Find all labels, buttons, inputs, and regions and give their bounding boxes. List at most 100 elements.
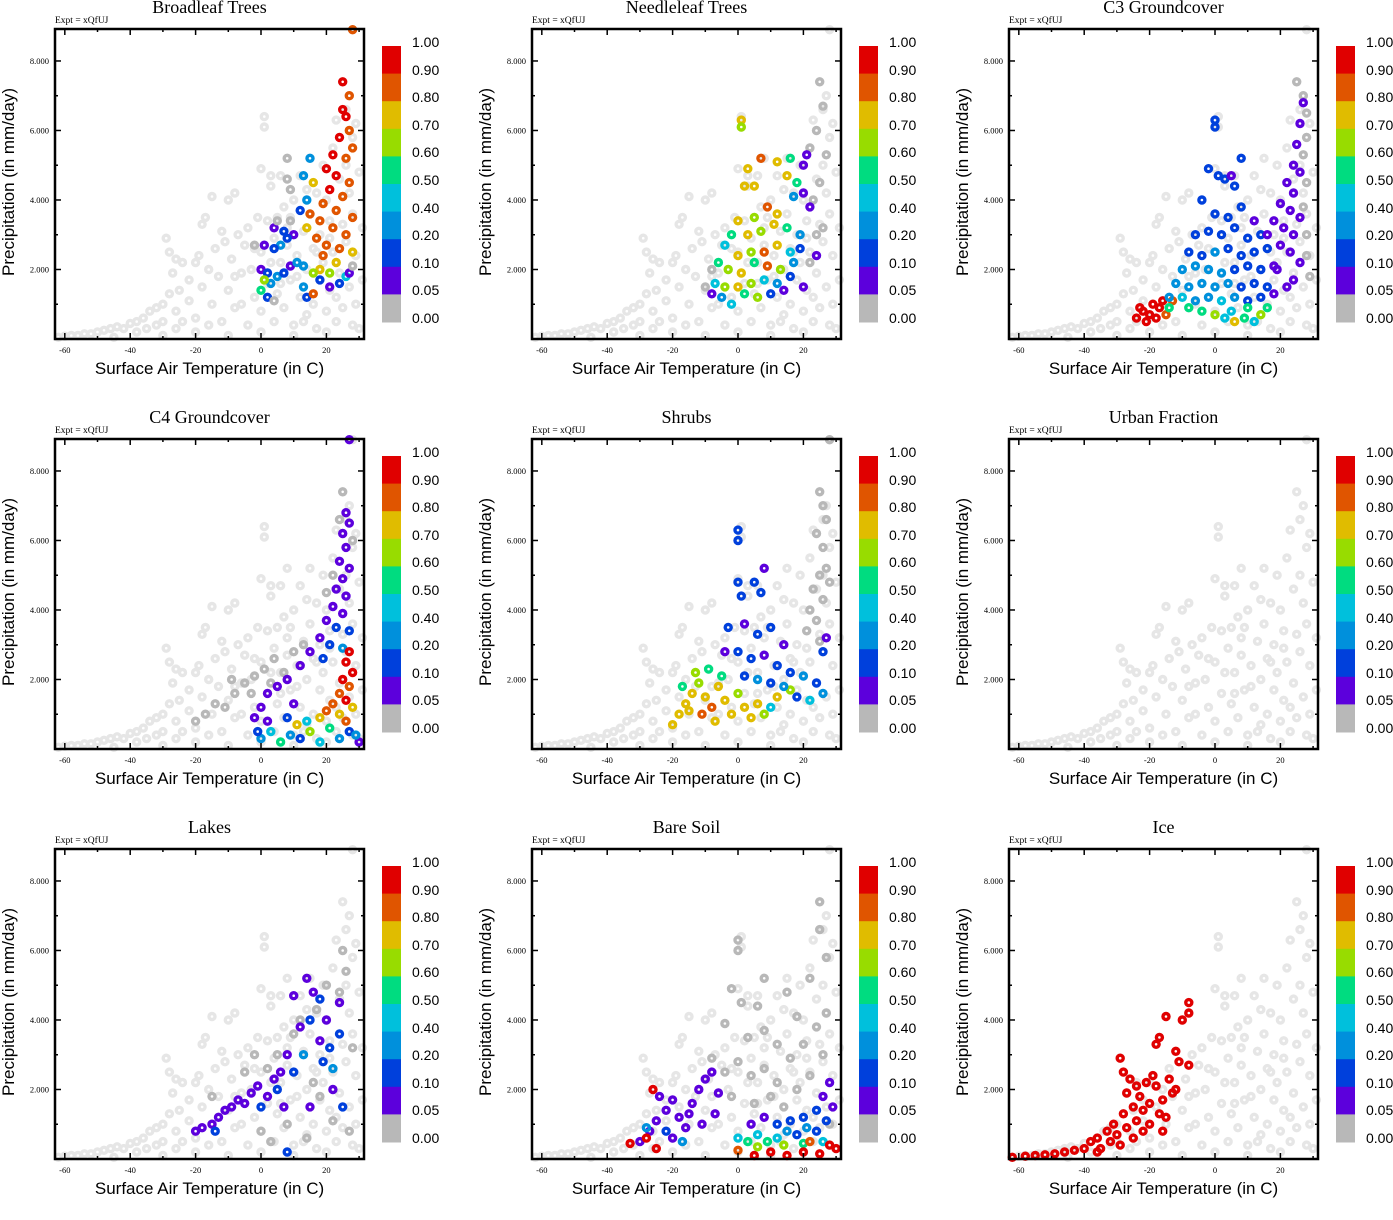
data-point	[295, 205, 305, 216]
background-point	[1239, 1095, 1250, 1105]
background-point	[223, 285, 234, 295]
data-point	[295, 660, 305, 671]
y-tick-label: 2.000	[984, 1084, 1003, 1094]
background-point	[197, 219, 207, 230]
background-point	[1239, 622, 1250, 633]
background-point	[338, 303, 348, 313]
background-point	[644, 268, 655, 278]
background-point	[217, 316, 227, 327]
background-point	[667, 257, 678, 268]
background-point	[1226, 1109, 1236, 1119]
colorbar-segment	[1336, 866, 1355, 895]
data-point	[1295, 257, 1305, 268]
background-point	[1265, 598, 1276, 608]
background-point	[788, 598, 799, 608]
background-point	[217, 226, 227, 237]
background-point	[230, 303, 240, 313]
background-point	[622, 306, 632, 316]
background-point	[331, 726, 341, 737]
data-point	[328, 150, 338, 160]
y-tick-label: 6.000	[30, 125, 49, 135]
background-point	[1177, 605, 1188, 615]
background-point	[1265, 188, 1276, 198]
data-point	[302, 292, 312, 302]
background-point	[1275, 1126, 1286, 1136]
background-point	[756, 303, 766, 313]
background-point	[811, 268, 822, 278]
data-point	[318, 250, 328, 261]
background-point	[321, 605, 332, 615]
x-tick-label: -40	[1079, 345, 1090, 355]
data-point	[805, 605, 815, 615]
background-point	[1167, 271, 1178, 282]
background-point	[1285, 1112, 1295, 1122]
background-point	[595, 733, 606, 744]
background-point	[1243, 1015, 1253, 1025]
background-point	[158, 316, 168, 327]
colorbar-label: 0.10	[412, 1074, 440, 1091]
colorbar-segment	[859, 156, 878, 185]
data-point	[749, 1098, 759, 1109]
background-point	[720, 1140, 730, 1150]
background-point	[795, 1077, 805, 1088]
colorbar-label: 0.05	[889, 692, 917, 709]
background-point	[1236, 633, 1246, 643]
background-point	[259, 521, 269, 532]
background-point	[253, 622, 263, 633]
background-point	[210, 243, 220, 254]
data-point	[341, 716, 351, 726]
background-point	[1275, 716, 1286, 726]
background-point	[1288, 994, 1299, 1004]
data-point	[1121, 1123, 1132, 1133]
background-point	[808, 115, 818, 125]
data-point	[811, 125, 822, 136]
data-point	[1229, 264, 1240, 275]
background-point	[1282, 963, 1292, 973]
plot-frame	[1007, 847, 1320, 1161]
colorbar-label: 0.50	[412, 992, 440, 1008]
background-point	[1118, 247, 1129, 257]
background-point	[1118, 289, 1129, 299]
data-point	[1151, 313, 1161, 323]
data-point	[347, 1043, 358, 1053]
background-point	[1197, 320, 1207, 330]
data-point	[1171, 1084, 1181, 1095]
background-point	[177, 1077, 188, 1088]
data-point	[716, 671, 727, 681]
background-point	[151, 1140, 162, 1150]
data-point	[298, 639, 309, 650]
background-point	[203, 264, 214, 275]
data-point	[811, 1126, 822, 1136]
data-point	[743, 163, 753, 174]
colorbar-segment	[382, 46, 401, 75]
data-point	[818, 646, 828, 657]
background-point	[710, 229, 720, 240]
data-point	[700, 1074, 711, 1084]
colorbar-segment	[382, 538, 401, 567]
background-point	[311, 188, 322, 198]
data-point	[1203, 292, 1214, 302]
data-point	[759, 247, 769, 257]
background-point	[1157, 264, 1168, 275]
background-point	[197, 1039, 207, 1050]
data-point	[1190, 229, 1201, 240]
background-point	[321, 306, 332, 316]
data-point	[325, 1043, 335, 1053]
data-point	[325, 184, 335, 195]
plot-frame	[530, 27, 843, 341]
background-point	[808, 726, 818, 737]
colorbar-segment	[1336, 1114, 1355, 1143]
background-point	[347, 320, 358, 330]
data-point	[1269, 289, 1279, 299]
background-point	[1216, 688, 1227, 699]
background-point	[341, 980, 351, 990]
data-point	[648, 1084, 658, 1095]
background-point	[1128, 285, 1139, 295]
background-point	[243, 633, 253, 643]
background-point	[1301, 542, 1312, 553]
data-point	[798, 1112, 809, 1122]
colorbar-segment	[859, 211, 878, 240]
background-point	[325, 1053, 335, 1063]
background-point	[1157, 730, 1168, 740]
data-point	[802, 626, 812, 636]
